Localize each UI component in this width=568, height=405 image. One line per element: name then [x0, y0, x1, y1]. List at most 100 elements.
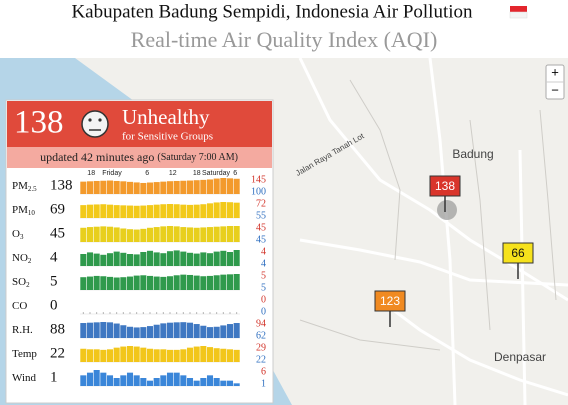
zoom-in-button[interactable]: + [551, 64, 559, 79]
spark-bar [140, 378, 147, 386]
spark-dot [202, 312, 204, 314]
row-label: CO [12, 300, 27, 312]
label-text: Wind [12, 372, 36, 384]
spark-bar [180, 180, 187, 194]
label-text: R.H. [12, 324, 33, 336]
spark-bar [120, 277, 127, 290]
spark-dot [236, 312, 238, 314]
spark-bar [140, 347, 147, 362]
spark-bar [226, 324, 234, 338]
min-value: 4 [261, 258, 266, 269]
spark-bar [80, 323, 87, 338]
spark-bar [100, 372, 107, 386]
spark-bar [173, 250, 180, 266]
time-label: 6 [233, 170, 237, 177]
zoom-out-button[interactable]: − [551, 82, 559, 97]
spark-bar [226, 349, 234, 362]
spark-bar [193, 275, 200, 290]
spark-bar [206, 179, 214, 194]
spark-bar [120, 325, 127, 338]
spark-bar [200, 204, 207, 218]
spark-dot [96, 312, 98, 314]
spark-dot [216, 312, 218, 314]
station-aqi: 138 [435, 179, 455, 193]
spark-bar [93, 253, 100, 266]
spark-bar [126, 372, 134, 386]
label-text: Temp [12, 348, 37, 360]
min-value: 0 [261, 306, 266, 317]
spark-bar [120, 228, 127, 242]
spark-bar [120, 205, 127, 218]
spark-bar [186, 378, 194, 386]
spark-bar [140, 275, 147, 290]
spark-bar [93, 370, 100, 386]
spark-bar [193, 180, 200, 194]
spark-bar [213, 226, 220, 242]
spark-dot [229, 312, 231, 314]
spark-bar [200, 227, 207, 242]
spark-bar [193, 324, 200, 338]
spark-dot [136, 312, 138, 314]
spark-bar [146, 275, 154, 290]
spark-dot [162, 312, 164, 314]
min-value: 62 [256, 330, 266, 341]
label-subscript: 3 [20, 233, 24, 241]
spark-bar [206, 375, 214, 386]
spark-bar [206, 227, 214, 242]
spark-bar [100, 254, 107, 266]
spark-bar [126, 346, 134, 362]
time-label: 18 [193, 170, 201, 177]
spark-bar [180, 204, 187, 218]
spark-bar [193, 204, 200, 218]
spark-dot [116, 312, 118, 314]
max-value: 29 [256, 342, 266, 353]
spark-bar [86, 181, 94, 194]
spark-bar [126, 276, 134, 290]
spark-bar [160, 181, 167, 194]
aqi-status-note: for Sensitive Groups [122, 131, 213, 143]
spark-bar [126, 326, 134, 338]
spark-bar [93, 204, 100, 218]
current-value: 0 [50, 297, 58, 313]
station-marker[interactable]: 123 [374, 290, 406, 327]
spark-bar [146, 326, 154, 338]
spark-bar [93, 349, 100, 362]
min-value: 55 [256, 210, 266, 221]
spark-bar [206, 347, 214, 362]
label-text: NO [12, 252, 28, 264]
spark-bar [220, 202, 227, 218]
zoom-control: + − [545, 64, 565, 100]
label-text: PM [12, 180, 28, 192]
spark-bar [93, 322, 100, 338]
spark-bar [233, 274, 240, 290]
spark-bar [120, 346, 127, 362]
spark-bar [206, 253, 214, 266]
spark-bar [213, 275, 220, 290]
spark-bar [86, 227, 94, 242]
spark-bar [180, 349, 187, 362]
spark-dot [209, 312, 211, 314]
station-marker[interactable]: 66 [502, 242, 534, 279]
spark-bar [160, 204, 167, 218]
current-value: 45 [50, 225, 65, 241]
station-marker[interactable]: 138 [429, 175, 461, 220]
spark-bar [93, 180, 100, 194]
current-value: 1 [50, 369, 58, 385]
station-aqi: 66 [511, 246, 525, 260]
spark-bar [93, 226, 100, 242]
spark-bar [153, 204, 160, 218]
max-value: 145 [251, 174, 266, 185]
spark-bar [133, 275, 140, 290]
spark-bar [153, 324, 160, 338]
spark-dot [142, 312, 144, 314]
spark-bar [140, 205, 147, 218]
spark-bar [213, 326, 220, 338]
spark-bar [106, 180, 114, 194]
spark-bar [173, 204, 180, 218]
spark-bar [226, 252, 234, 266]
spark-bar [220, 250, 227, 266]
row-label: O3 [12, 228, 24, 241]
spark-bar [106, 349, 114, 362]
spark-bar [160, 375, 167, 386]
